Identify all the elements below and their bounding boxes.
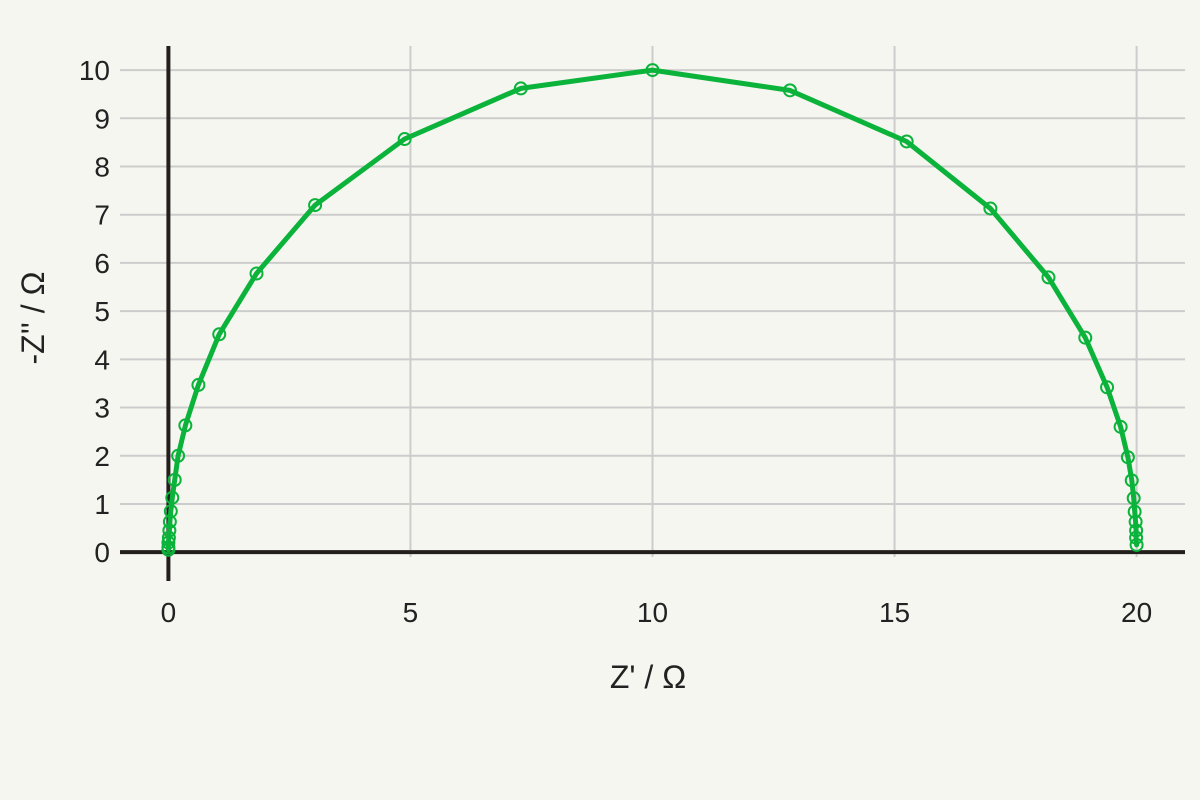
data-point <box>513 81 528 96</box>
tick-labels: 0 1 2 3 4 5 6 7 8 9 10 0 5 10 15 20 <box>79 55 1152 628</box>
grid-lines <box>120 46 1185 557</box>
data-point <box>899 134 914 149</box>
x-tick-label: 20 <box>1121 597 1152 628</box>
data-point <box>645 63 660 78</box>
series-layer <box>161 63 1144 557</box>
data-point <box>167 472 182 487</box>
data-point <box>178 418 193 433</box>
data-point <box>983 201 998 216</box>
data-point <box>1120 450 1135 465</box>
y-tick-label: 5 <box>94 296 110 327</box>
data-point <box>162 523 177 538</box>
data-point <box>212 327 227 342</box>
data-point <box>1041 270 1056 285</box>
data-point <box>1126 491 1141 506</box>
y-tick-label: 2 <box>94 441 110 472</box>
data-point <box>1124 473 1139 488</box>
y-tick-label: 3 <box>94 393 110 424</box>
data-point <box>1129 537 1144 552</box>
data-point <box>1113 419 1128 434</box>
data-point <box>161 540 176 555</box>
y-tick-label: 7 <box>94 200 110 231</box>
y-tick-label: 8 <box>94 152 110 183</box>
x-tick-label: 15 <box>879 597 910 628</box>
data-point <box>782 83 797 98</box>
y-tick-label: 0 <box>94 537 110 568</box>
axes <box>120 46 1185 581</box>
data-point <box>171 448 186 463</box>
y-tick-label: 9 <box>94 103 110 134</box>
data-point <box>162 514 177 529</box>
y-tick-label: 1 <box>94 489 110 520</box>
data-point <box>1127 504 1142 519</box>
data-point <box>249 266 264 281</box>
data-point <box>1128 514 1143 529</box>
x-tick-label: 5 <box>403 597 419 628</box>
x-axis-label: Z' / Ω <box>610 659 686 695</box>
x-tick-label: 10 <box>637 597 668 628</box>
data-point <box>308 198 323 213</box>
y-tick-label: 10 <box>79 55 110 86</box>
y-tick-label: 4 <box>94 344 110 375</box>
data-point <box>163 504 178 519</box>
data-point <box>165 490 180 505</box>
data-point <box>1100 380 1115 395</box>
y-tick-label: 6 <box>94 248 110 279</box>
data-point <box>161 530 176 545</box>
data-point <box>191 377 206 392</box>
data-point <box>397 132 412 147</box>
data-point <box>1129 530 1144 545</box>
x-tick-label: 0 <box>161 597 177 628</box>
data-point <box>1078 330 1093 345</box>
data-point <box>1129 523 1144 538</box>
y-axis-label: -Z'' / Ω <box>15 271 51 364</box>
